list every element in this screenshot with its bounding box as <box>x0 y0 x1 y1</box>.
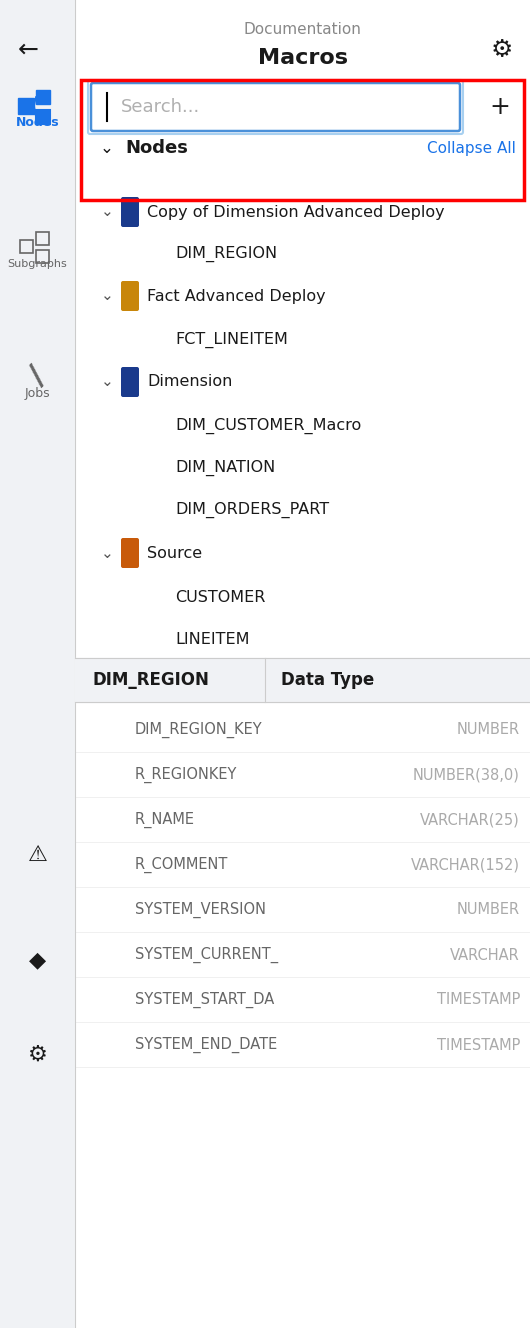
Text: FCT_LINEITEM: FCT_LINEITEM <box>175 332 288 348</box>
Text: DIM_REGION: DIM_REGION <box>175 246 277 262</box>
Bar <box>75 0 530 1328</box>
Text: Nodes: Nodes <box>16 117 59 130</box>
Text: Data Type: Data Type <box>281 671 374 689</box>
Bar <box>36 90 50 104</box>
Text: SYSTEM_VERSION: SYSTEM_VERSION <box>135 902 266 918</box>
Text: Copy of Dimension Advanced Deploy: Copy of Dimension Advanced Deploy <box>147 205 445 219</box>
Text: TIMESTAMP: TIMESTAMP <box>437 992 520 1008</box>
Text: DIM_REGION: DIM_REGION <box>93 671 210 689</box>
Text: VARCHAR: VARCHAR <box>450 947 520 963</box>
Text: ⌄: ⌄ <box>101 288 113 304</box>
Text: R_REGIONKEY: R_REGIONKEY <box>135 766 237 784</box>
Text: ←: ← <box>17 39 39 62</box>
Bar <box>75 657 530 703</box>
Text: ⚙: ⚙ <box>491 39 513 62</box>
Text: DIM_NATION: DIM_NATION <box>175 459 275 477</box>
Text: Subgraphs: Subgraphs <box>7 259 67 270</box>
Text: Macros: Macros <box>258 48 348 68</box>
Text: CUSTOMER: CUSTOMER <box>175 590 266 604</box>
Text: /: / <box>23 361 52 390</box>
FancyBboxPatch shape <box>121 538 139 568</box>
Text: ⌄: ⌄ <box>101 205 113 219</box>
Text: TIMESTAMP: TIMESTAMP <box>437 1037 520 1053</box>
Bar <box>36 250 49 263</box>
Text: LINEITEM: LINEITEM <box>175 632 250 647</box>
FancyBboxPatch shape <box>91 82 460 131</box>
Text: ⚙: ⚙ <box>28 1045 48 1065</box>
Bar <box>20 240 33 254</box>
Text: Collapse All: Collapse All <box>427 141 516 155</box>
Bar <box>36 232 49 244</box>
FancyBboxPatch shape <box>121 197 139 227</box>
Text: Nodes: Nodes <box>125 139 188 157</box>
Text: Jobs: Jobs <box>25 386 50 400</box>
Text: R_NAME: R_NAME <box>135 811 195 829</box>
Text: R_COMMENT: R_COMMENT <box>135 857 228 872</box>
Text: NUMBER: NUMBER <box>457 722 520 737</box>
Text: +: + <box>490 96 510 120</box>
Text: ⚠: ⚠ <box>28 845 48 865</box>
Bar <box>36 110 50 124</box>
Text: Dimension: Dimension <box>147 374 232 389</box>
Text: ⌄: ⌄ <box>101 374 113 389</box>
Bar <box>18 98 34 114</box>
Text: DIM_ORDERS_PART: DIM_ORDERS_PART <box>175 502 329 518</box>
Text: NUMBER(38,0): NUMBER(38,0) <box>413 768 520 782</box>
FancyBboxPatch shape <box>121 282 139 311</box>
Text: DIM_CUSTOMER_Macro: DIM_CUSTOMER_Macro <box>175 418 361 434</box>
Text: ⌄: ⌄ <box>100 139 114 157</box>
Text: VARCHAR(152): VARCHAR(152) <box>411 858 520 872</box>
Text: DIM_REGION_KEY: DIM_REGION_KEY <box>135 722 263 738</box>
Text: ◆: ◆ <box>29 950 46 969</box>
FancyBboxPatch shape <box>121 367 139 397</box>
Text: NUMBER: NUMBER <box>457 903 520 918</box>
Text: ⌄: ⌄ <box>101 546 113 560</box>
Text: Source: Source <box>147 546 202 560</box>
Text: Search...: Search... <box>121 98 200 116</box>
Text: SYSTEM_START_DA: SYSTEM_START_DA <box>135 992 274 1008</box>
Text: Fact Advanced Deploy: Fact Advanced Deploy <box>147 288 325 304</box>
Text: Documentation: Documentation <box>244 23 361 37</box>
Bar <box>81 80 524 201</box>
Text: VARCHAR(25): VARCHAR(25) <box>420 813 520 827</box>
Text: SYSTEM_END_DATE: SYSTEM_END_DATE <box>135 1037 277 1053</box>
Text: SYSTEM_CURRENT_: SYSTEM_CURRENT_ <box>135 947 278 963</box>
